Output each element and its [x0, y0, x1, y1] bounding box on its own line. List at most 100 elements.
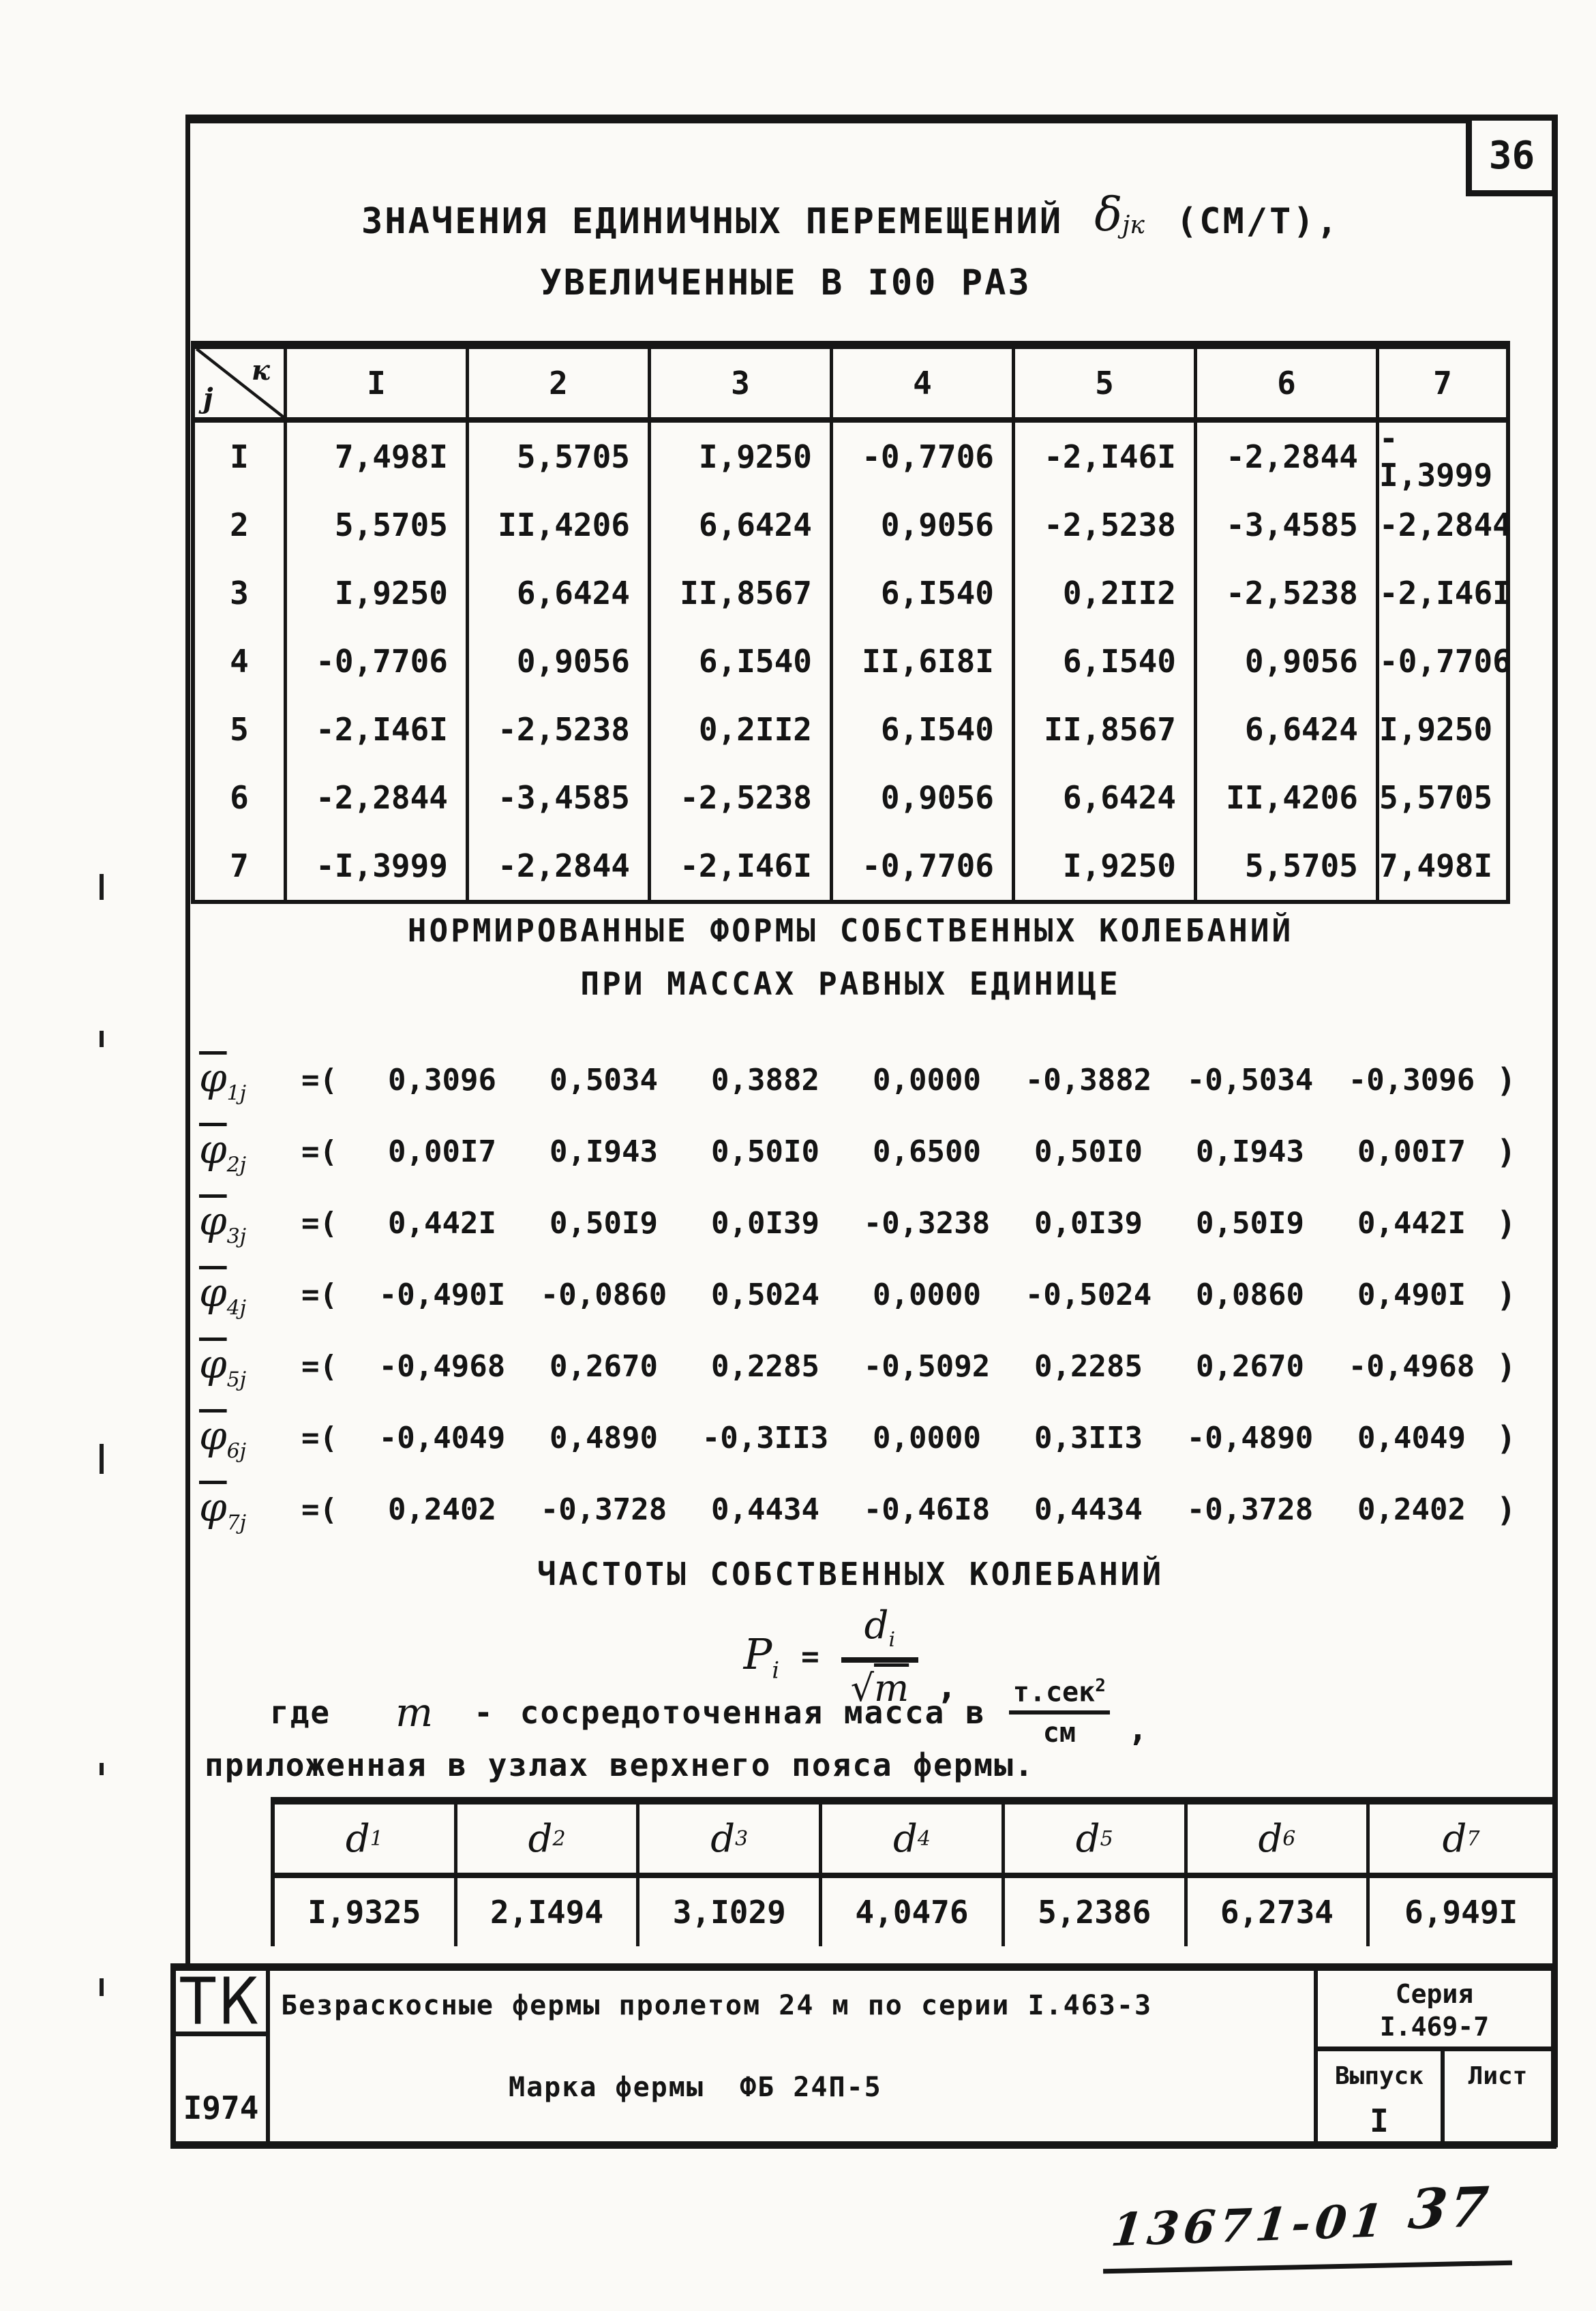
document-title: ЗНАЧЕНИЯ ЕДИНИЧНЫХ ПЕРЕМЕЩЕНИЙ δjк (СМ/Т…: [191, 192, 1510, 304]
matrix-col-header-5: 5: [1015, 349, 1197, 417]
phi-value: -0,3728: [1186, 1492, 1314, 1527]
delta-glyph: δ: [1094, 188, 1123, 242]
matrix-row-label: 3: [195, 559, 287, 627]
fraction-numerator: di: [841, 1603, 919, 1663]
formula-lhs: Pi: [744, 1629, 780, 1684]
phi-close-paren: ): [1496, 1204, 1516, 1243]
d-symbol: d: [710, 1816, 736, 1861]
phi-glyph: φ: [199, 1413, 227, 1460]
phi-value: -0,4890: [1186, 1421, 1314, 1455]
phi-value: 0,00I7: [388, 1134, 496, 1169]
page-number: 36: [1488, 133, 1535, 178]
phi-glyph: φ: [199, 1055, 227, 1102]
phi-value: -0,3238: [863, 1206, 991, 1241]
phi-value: 0,2402: [1357, 1492, 1466, 1527]
matrix-cell: -0,7706: [287, 627, 469, 695]
matrix-row-3: 3 I,9250 6,6424 II,8567 6,I540 0,2II2 -2,5238-…: [195, 559, 1511, 627]
sheet-cell: Лист: [1445, 2051, 1551, 2141]
matrix-cell: 6,6424: [1197, 695, 1379, 764]
phi-value: 0,5024: [711, 1278, 819, 1312]
phi-subscript: 5j: [226, 1368, 247, 1392]
d-value-4: 4,0476: [822, 1878, 1005, 1946]
tk-logo: ТК: [176, 1964, 266, 2038]
phi-value: 0,3096: [388, 1063, 496, 1098]
phi-glyph: φ: [199, 1198, 227, 1245]
matrix-cell: I,9250: [1015, 832, 1197, 900]
handwritten-part1: 13671-01: [1109, 2193, 1391, 2257]
phi-close-paren: ): [1496, 1419, 1516, 1457]
phi-value: 0,0I39: [1034, 1206, 1143, 1241]
where-clause-line1: где m - сосредоточенная масса в т.сек2 с…: [270, 1676, 1148, 1749]
d-symbol: d: [345, 1816, 370, 1861]
matrix-row-label: 2: [195, 491, 287, 559]
matrix-cell: -2,I46I: [287, 695, 469, 764]
matrix-row-label: I: [195, 423, 287, 491]
matrix-cell: -2,5238: [651, 764, 833, 832]
phi-symbol: φ7j: [199, 1484, 301, 1535]
d-value-2: 2,I494: [457, 1878, 640, 1946]
phi-open-paren: =(: [301, 1349, 337, 1384]
p-subscript: i: [772, 1657, 780, 1685]
matrix-cell: -3,4585: [469, 764, 651, 832]
sheet-label: Лист: [1468, 2062, 1528, 2090]
phi-open-paren: =(: [301, 1492, 337, 1527]
matrix-row-7: 7 -I,3999 -2,2844 -2,I46I -0,7706 I,9250 5,570…: [195, 832, 1506, 900]
phi-symbol: φ2j: [199, 1126, 301, 1177]
phi-value: -0,0860: [540, 1278, 667, 1312]
d-symbol: d: [893, 1816, 918, 1861]
phi-value: 0,4434: [711, 1492, 819, 1527]
d-value-1: I,9325: [275, 1878, 457, 1946]
film-edge-mark: [100, 1978, 104, 1996]
phi-value: -0,3728: [540, 1492, 667, 1527]
where-comma: ,: [1127, 1709, 1148, 1749]
matrix-cell: 0,9056: [833, 491, 1015, 559]
film-edge-mark: [100, 1031, 104, 1047]
where-m-symbol: m: [395, 1689, 434, 1736]
matrix-col-header-3: 3: [651, 349, 833, 417]
handwritten-part2: 37: [1406, 2174, 1494, 2242]
matrix-cell: -2,I46I: [1379, 575, 1511, 611]
formula-comma: ,: [936, 1666, 958, 1708]
phi-open-paren: =(: [301, 1063, 337, 1098]
m-symbol: m: [873, 1667, 909, 1710]
matrix-cell: 0,9056: [1197, 627, 1379, 695]
matrix-row-label: 5: [195, 695, 287, 764]
title-block-middle: Безраскосные фермы пролетом 24 м по сери…: [270, 1971, 1318, 2141]
matrix-cell: 6,I540: [833, 695, 1015, 764]
series-cell: Серия I.469-7: [1318, 1971, 1551, 2051]
phi-value: 0,00I7: [1357, 1134, 1466, 1169]
phi-row-1j: φ1j =(0,3096 0,5034 0,3882 0,0000 -0,3882 -0,5…: [199, 1044, 1535, 1116]
phi-value: 0,0I39: [711, 1206, 819, 1241]
phi-value: 0,442I: [1357, 1206, 1466, 1241]
matrix-cell: 0,2II2: [651, 695, 833, 764]
matrix-cell: -2,2844: [1197, 423, 1379, 491]
frequencies-title: ЧАСТОТЫ СОБСТВЕННЫХ КОЛЕБАНИЙ: [537, 1556, 1164, 1592]
d-symbol: d: [528, 1816, 553, 1861]
phi-value: 0,0000: [873, 1063, 981, 1098]
phi-value: 0,2285: [711, 1349, 819, 1384]
matrix-row-I: I 7,498I 5,5705 I,9250 -0,7706 -2,I46I -2,2844…: [195, 420, 1506, 494]
d-header-subscript: 1: [370, 1826, 383, 1851]
matrix-cell: 5,5705: [469, 423, 651, 491]
phi-row-3j: φ3j =(0,442I 0,50I9 0,0I39 -0,3238 0,0I39 0,50…: [199, 1188, 1535, 1259]
truss-mark-line: Марка фермы ФБ 24П-5: [509, 2072, 882, 2103]
phi-value: 0,5034: [549, 1063, 658, 1098]
phi-rows: φ1j =(0,3096 0,5034 0,3882 0,0000 -0,3882 -0,5…: [199, 1044, 1535, 1545]
matrix-cell: 6,I540: [1015, 627, 1197, 695]
phi-symbol: φ3j: [199, 1198, 301, 1249]
phi-symbol: φ1j: [199, 1055, 301, 1106]
phi-value: 0,50I9: [549, 1206, 658, 1241]
matrix-cell: 5,5705: [1197, 832, 1379, 900]
matrix-cell: 5,5705: [1379, 779, 1493, 816]
phi-row-7j: φ7j =(0,2402 -0,3728 0,4434 -0,46I8 0,4434 -0,…: [199, 1474, 1535, 1545]
phi-subscript: 1j: [226, 1081, 247, 1106]
phi-glyph: φ: [199, 1484, 227, 1531]
modes-section-title: НОРМИРОВАННЫЕ ФОРМЫ СОБСТВЕННЫХ КОЛЕБАНИ…: [191, 912, 1510, 1002]
d-value-5: 5,2386: [1005, 1878, 1188, 1946]
matrix-col-header-4: 4: [833, 349, 1015, 417]
phi-value: 0,50I9: [1196, 1206, 1304, 1241]
phi-value: 0,4049: [1357, 1421, 1466, 1455]
